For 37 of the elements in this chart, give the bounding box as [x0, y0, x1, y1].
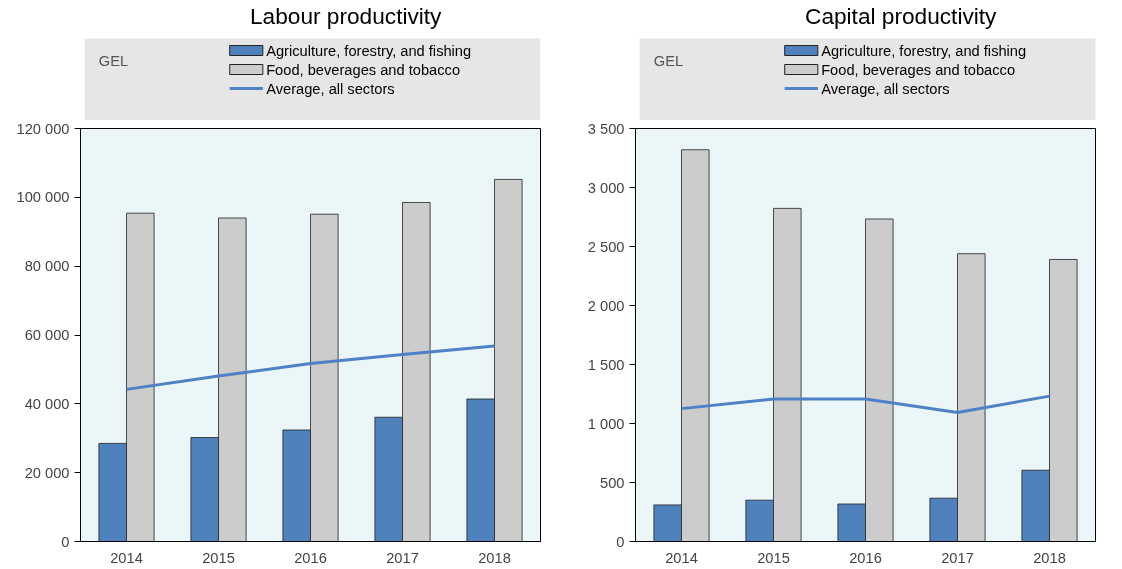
- x-tick-label: 2014: [665, 549, 698, 566]
- x-tick-label: 2016: [849, 549, 882, 566]
- x-tick-label: 2016: [294, 549, 327, 566]
- y-tick-label: 3 000: [587, 179, 625, 196]
- chart-title: Capital productivity: [805, 2, 998, 29]
- legend-label: Food, beverages and tobacco: [821, 61, 1016, 78]
- chart-title: Labour productivity: [250, 2, 443, 29]
- y-tick-label: 2 000: [587, 297, 625, 314]
- legend-label: Agriculture, forestry, and fishing: [266, 42, 472, 59]
- x-tick-label: 2018: [1033, 549, 1066, 566]
- x-tick-label: 2015: [202, 549, 235, 566]
- legend-label: Agriculture, forestry, and fishing: [821, 42, 1027, 59]
- y-tick-label: 80 000: [24, 258, 70, 275]
- x-tick-label: 2017: [386, 549, 419, 566]
- y-tick-label: 100 000: [16, 189, 70, 206]
- line-series: [680, 394, 1051, 415]
- y-axis-title: GEL: [98, 52, 129, 69]
- legend-label: Average, all sectors: [266, 80, 395, 97]
- y-tick-label: 0: [61, 533, 70, 550]
- x-tick-label: 2017: [941, 549, 974, 566]
- y-tick-label: 40 000: [24, 395, 70, 412]
- y-tick-label: 1 000: [587, 415, 625, 432]
- x-tick-label: 2018: [478, 549, 511, 566]
- legend-label: Average, all sectors: [821, 80, 950, 97]
- y-tick-label: 2 500: [587, 238, 625, 255]
- y-tick-label: 0: [616, 533, 625, 550]
- y-axis-title: GEL: [653, 52, 684, 69]
- legend-label: Food, beverages and tobacco: [266, 61, 461, 78]
- x-tick-label: 2015: [757, 549, 790, 566]
- y-tick-label: 20 000: [24, 464, 70, 481]
- y-tick-label: 500: [600, 474, 625, 491]
- line-series: [125, 344, 496, 391]
- y-tick-label: 3 500: [587, 120, 625, 137]
- x-tick-label: 2014: [110, 549, 143, 566]
- y-tick-label: 60 000: [24, 327, 70, 343]
- y-tick-label: 1 500: [587, 356, 625, 373]
- y-tick-label: 120 000: [16, 120, 70, 137]
